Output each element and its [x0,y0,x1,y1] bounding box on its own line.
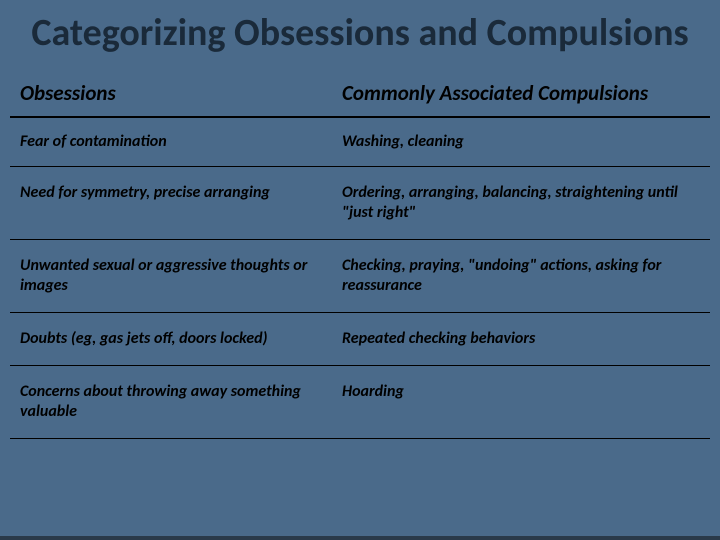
table-row: Unwanted sexual or aggressive thoughts o… [10,239,710,312]
compulsion-cell: Ordering, arranging, balancing, straight… [332,166,710,239]
compulsion-cell: Checking, praying, "undoing" actions, as… [332,239,710,312]
col-header-obsessions: Obsessions [10,74,332,117]
table-row: Fear of contamination Washing, cleaning [10,117,710,167]
table-row: Doubts (eg, gas jets off, doors locked) … [10,312,710,365]
table-header-row: Obsessions Commonly Associated Compulsio… [10,74,710,117]
compulsion-cell: Repeated checking behaviors [332,312,710,365]
obsessions-compulsions-table: Obsessions Commonly Associated Compulsio… [10,74,710,439]
col-header-compulsions: Commonly Associated Compulsions [332,74,710,117]
compulsion-cell: Hoarding [332,365,710,438]
compulsion-cell: Washing, cleaning [332,117,710,167]
obsession-cell: Fear of contamination [10,117,332,167]
obsession-cell: Concerns about throwing away something v… [10,365,332,438]
obsession-cell: Unwanted sexual or aggressive thoughts o… [10,239,332,312]
table-row: Concerns about throwing away something v… [10,365,710,438]
table-row: Need for symmetry, precise arranging Ord… [10,166,710,239]
obsession-cell: Need for symmetry, precise arranging [10,166,332,239]
obsession-cell: Doubts (eg, gas jets off, doors locked) [10,312,332,365]
slide-title: Categorizing Obsessions and Compulsions [0,0,720,74]
